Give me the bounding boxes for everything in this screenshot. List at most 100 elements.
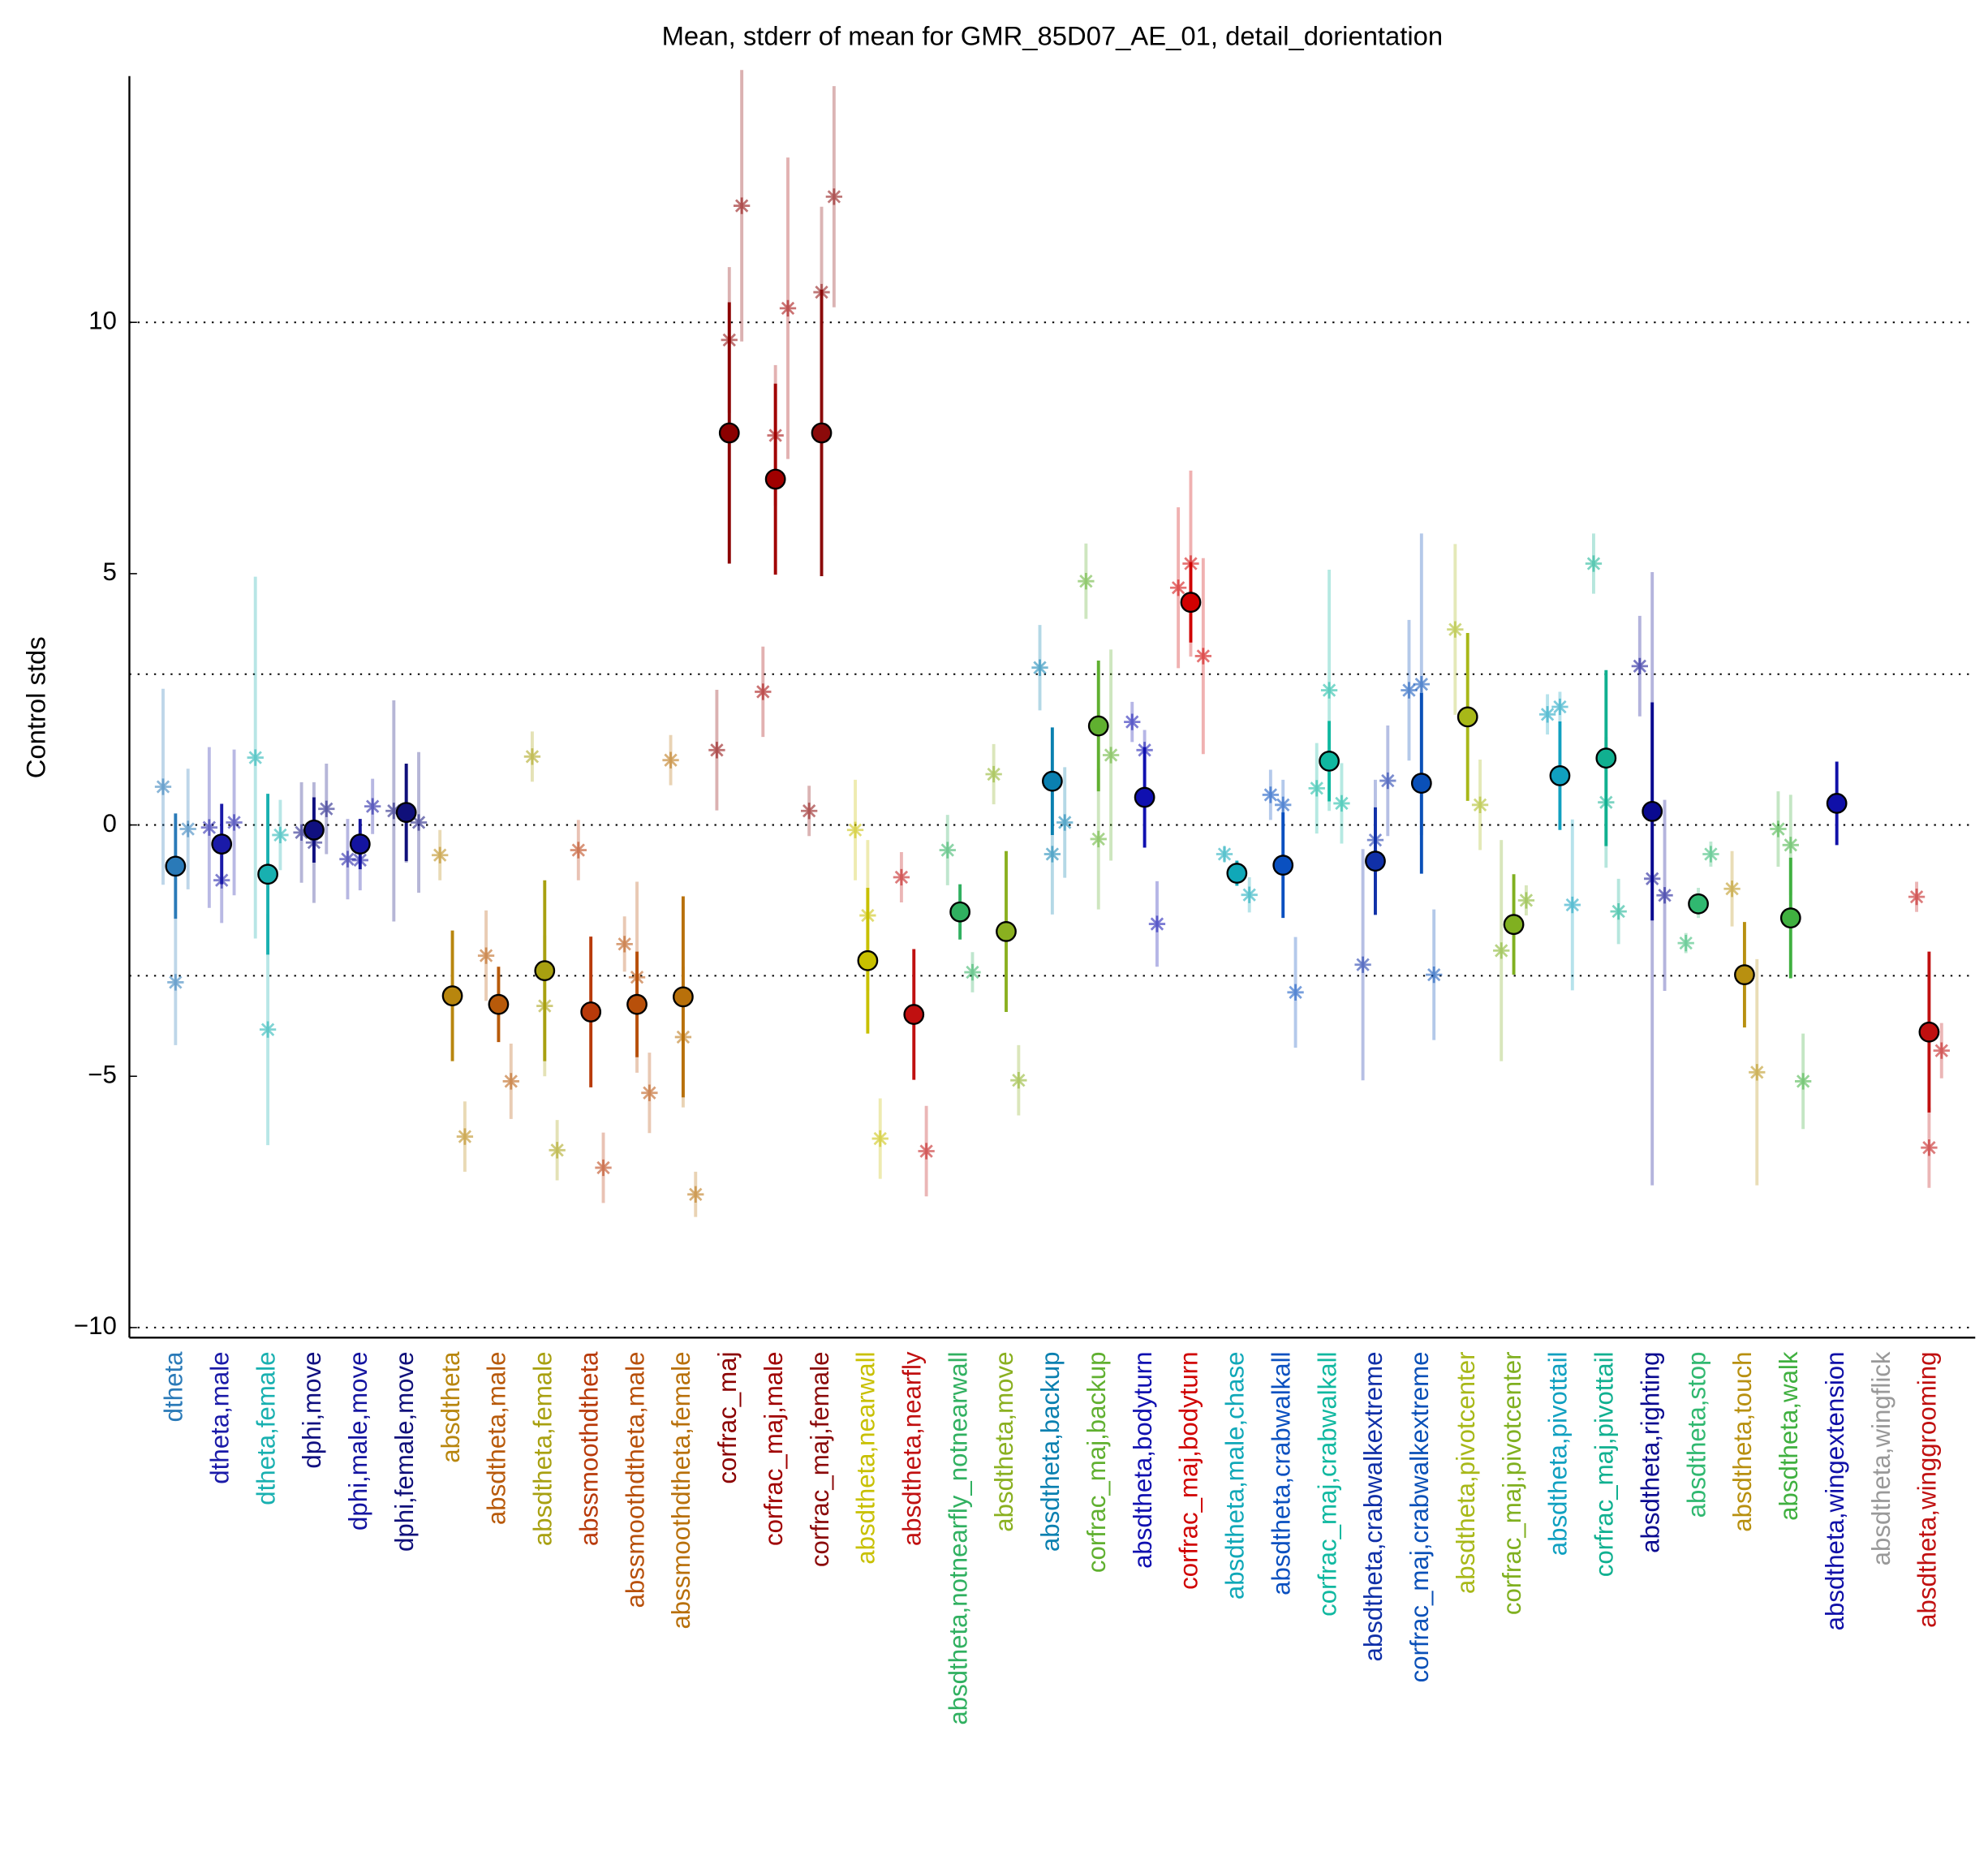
- experiment-point: [1493, 942, 1510, 959]
- x-tick-label: abssmoothdtheta,female: [667, 1351, 695, 1629]
- mean-point: [1457, 706, 1478, 728]
- experiment-group: [1078, 543, 1120, 910]
- experiment-group: [1216, 846, 1258, 913]
- experiment-point: [1908, 888, 1926, 906]
- x-tick-label: absdtheta,pivottail: [1544, 1351, 1573, 1556]
- x-tick-label: corfrac_maj,pivottail: [1590, 1351, 1619, 1577]
- x-tick-label: dphi,male,move: [344, 1351, 372, 1531]
- x-tick-label: absdtheta,notnearfly_notnearwall: [944, 1351, 972, 1724]
- experiment-point: [918, 1143, 935, 1160]
- x-tick-label: absdtheta,move: [990, 1351, 1018, 1531]
- experiment-group: [1308, 569, 1350, 844]
- mean-point: [626, 993, 648, 1015]
- mean-point: [1272, 855, 1294, 876]
- mean-point: [488, 993, 510, 1015]
- experiment-point: [1333, 794, 1350, 812]
- experiment-group: [1723, 850, 1766, 1186]
- experiment-point: [1631, 657, 1648, 675]
- experiment-point: [801, 803, 818, 820]
- experiment-point: [339, 850, 356, 868]
- experiment-point: [1169, 579, 1187, 596]
- experiment-point: [733, 197, 751, 214]
- experiment-point: [1471, 796, 1489, 813]
- mean-point: [673, 986, 694, 1008]
- experiment-point: [570, 842, 587, 859]
- experiment-point: [1401, 682, 1418, 699]
- experiment-point: [432, 846, 449, 863]
- mean-point: [1180, 592, 1202, 614]
- experiment-point: [523, 748, 541, 765]
- experiment-point: [1933, 1042, 1950, 1059]
- mean-point: [1918, 1021, 1940, 1043]
- x-tick-label: absdtheta,bodyturn: [1129, 1351, 1157, 1568]
- experiment-point: [1275, 796, 1292, 813]
- experiment-point: [1010, 1072, 1027, 1089]
- experiment-point: [1056, 814, 1074, 831]
- mean-point: [1365, 850, 1386, 872]
- mean-point: [903, 1004, 925, 1025]
- mean-point: [1595, 747, 1617, 769]
- experiment-point: [964, 963, 981, 981]
- mean-point: [1549, 764, 1571, 786]
- x-tick-label: dtheta: [160, 1351, 188, 1422]
- mean-point: [303, 819, 325, 841]
- x-tick-label: absdtheta,nearwall: [852, 1351, 880, 1564]
- experiment-point: [154, 778, 172, 795]
- experiment-point: [1031, 659, 1048, 676]
- experiment-point: [755, 683, 772, 700]
- experiment-point: [247, 749, 264, 766]
- experiment-point: [200, 819, 218, 836]
- x-tick-label: absdtheta,stop: [1682, 1351, 1710, 1518]
- experiment-group: [1447, 544, 1489, 850]
- experiment-group: [432, 829, 474, 1172]
- x-tick-label: abssmoothdtheta,male: [621, 1351, 649, 1608]
- experiment-group: [985, 743, 1027, 1116]
- experiment-point: [1413, 675, 1430, 693]
- y-tick-label: −5: [88, 1060, 117, 1088]
- experiment-point: [1517, 892, 1535, 909]
- x-tick-label: corfrac_maj,crabwalkextreme: [1405, 1351, 1434, 1682]
- x-tick-label: corfrac_maj,pivotcenter: [1498, 1351, 1526, 1615]
- mean-point: [718, 422, 740, 444]
- x-tick-label: absdtheta,righting: [1636, 1351, 1664, 1552]
- experiment-point: [1564, 896, 1581, 914]
- mean-point: [534, 960, 556, 982]
- experiment-group: [1538, 691, 1581, 991]
- x-tick-label: corfrac_maj,female: [806, 1351, 834, 1567]
- x-tick-label: absdtheta,winggrooming: [1913, 1351, 1942, 1627]
- y-tick-label: 10: [88, 306, 117, 334]
- experiment-point: [1379, 772, 1396, 790]
- experiment-point: [825, 188, 843, 205]
- experiment-point: [1102, 747, 1120, 764]
- experiment-group: [1493, 840, 1535, 1061]
- experiment-group: [1770, 791, 1812, 1130]
- experiment-point: [1287, 984, 1304, 1001]
- experiment-group: [154, 688, 196, 1045]
- x-tick-label: absdtheta,touch: [1728, 1351, 1757, 1531]
- experiment-point: [1043, 846, 1061, 863]
- mean-point: [1226, 863, 1248, 884]
- experiment-point: [1426, 966, 1443, 984]
- x-tick-label: absdtheta,crabwalkextreme: [1359, 1351, 1388, 1661]
- experiment-point: [1354, 956, 1371, 973]
- mean-point: [1642, 800, 1663, 822]
- experiment-point: [1921, 1139, 1938, 1156]
- experiment-point: [549, 1142, 566, 1159]
- y-axis-label: Control stds: [21, 636, 51, 778]
- x-tick-label: corfrac_maj,bodyturn: [1175, 1351, 1203, 1589]
- experiment-group: [477, 910, 519, 1119]
- x-tick-label: absdtheta,pivotcenter: [1452, 1351, 1480, 1594]
- x-tick-label: absdtheta,male,chase: [1221, 1351, 1250, 1600]
- mean-point: [1503, 914, 1525, 936]
- experiment-point: [1447, 621, 1464, 638]
- x-tick-label: absdtheta,walk: [1775, 1351, 1803, 1521]
- experiment-point: [364, 798, 381, 815]
- experiment-point: [167, 974, 184, 991]
- mean-point: [211, 833, 233, 855]
- experiment-point: [272, 826, 289, 844]
- mean-point: [349, 833, 371, 855]
- experiment-point: [456, 1128, 474, 1145]
- x-tick-label: absdtheta: [437, 1351, 465, 1463]
- x-tick-label: corfrac_maj,male: [759, 1351, 788, 1546]
- x-tick-label: corfrac_maj,backup: [1082, 1351, 1111, 1573]
